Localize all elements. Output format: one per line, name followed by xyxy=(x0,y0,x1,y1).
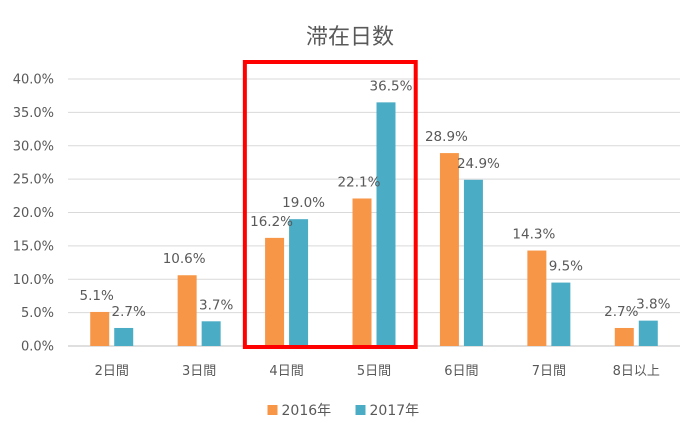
data-label: 2.7% xyxy=(604,304,638,320)
bar xyxy=(352,198,372,346)
data-label: 9.5% xyxy=(549,259,583,275)
bar xyxy=(201,321,221,346)
x-tick-label: 8日以上 xyxy=(613,364,660,379)
data-label: 3.8% xyxy=(636,297,670,313)
bar xyxy=(177,275,197,346)
data-labels: 5.1%2.7%10.6%3.7%16.2%19.0%22.1%36.5%28.… xyxy=(80,78,671,320)
bar xyxy=(551,282,571,346)
y-tick-label: 15.0% xyxy=(13,239,54,254)
y-tick-label: 10.0% xyxy=(13,273,54,288)
grid xyxy=(68,78,680,347)
data-label: 2.7% xyxy=(112,304,146,320)
bar xyxy=(289,219,309,346)
y-axis-ticks: 0.0% 5.0% 10.0% 15.0% 20.0% 25.0% 30.0% 35.0% 40… xyxy=(13,73,54,355)
legend-label: 2017年 xyxy=(370,403,420,419)
bar xyxy=(265,237,285,346)
highlight xyxy=(242,60,418,349)
legend-swatch xyxy=(267,405,278,415)
data-label: 5.1% xyxy=(80,288,114,304)
legend-label: 2016年 xyxy=(282,403,332,419)
y-tick-label: 20.0% xyxy=(13,206,54,221)
data-label: 28.9% xyxy=(425,129,468,145)
bar xyxy=(439,153,459,346)
bar xyxy=(114,327,134,346)
x-tick-label: 2日間 xyxy=(95,364,129,379)
x-axis-ticks: 2日間 3日間 4日間 5日間 6日間 7日間 8日以上 xyxy=(95,364,660,379)
y-tick-label: 40.0% xyxy=(13,73,54,88)
x-tick-label: 7日間 xyxy=(532,364,566,379)
x-tick-label: 4日間 xyxy=(269,364,303,379)
bar xyxy=(90,311,110,346)
bars xyxy=(90,102,658,346)
bar xyxy=(463,179,483,346)
data-label: 16.2% xyxy=(250,214,293,230)
data-label: 10.6% xyxy=(163,251,206,267)
x-tick-label: 5日間 xyxy=(357,364,391,379)
legend: 2016年 2017年 xyxy=(267,403,420,419)
data-label: 36.5% xyxy=(370,78,413,94)
highlight-box xyxy=(242,60,418,349)
y-tick-label: 30.0% xyxy=(13,139,54,154)
y-tick-label: 35.0% xyxy=(13,106,54,121)
data-label: 22.1% xyxy=(338,174,381,190)
y-tick-label: 5.0% xyxy=(21,306,54,321)
bar xyxy=(376,102,396,346)
x-tick-label: 6日間 xyxy=(444,364,478,379)
bar xyxy=(638,320,658,346)
bar xyxy=(614,327,634,346)
y-tick-label: 25.0% xyxy=(13,173,54,188)
data-label: 24.9% xyxy=(457,156,500,172)
chart-title: 滞在日数 xyxy=(306,25,394,50)
data-label: 14.3% xyxy=(512,227,555,243)
y-tick-label: 0.0% xyxy=(21,340,54,355)
x-tick-label: 3日間 xyxy=(182,364,216,379)
data-label: 3.7% xyxy=(199,297,233,313)
data-label: 19.0% xyxy=(282,195,325,211)
legend-swatch xyxy=(355,405,366,415)
bar xyxy=(527,250,547,346)
